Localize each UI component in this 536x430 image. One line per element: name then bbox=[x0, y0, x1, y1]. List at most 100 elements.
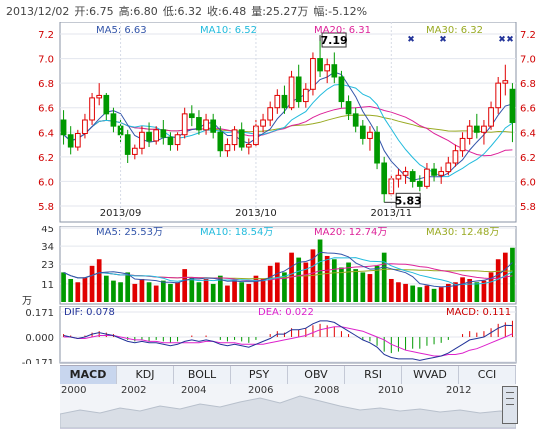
candle-down bbox=[60, 119, 67, 136]
candle-down bbox=[210, 119, 217, 133]
candle-up bbox=[466, 125, 473, 139]
event-flag-icon: ✖ bbox=[498, 35, 506, 45]
volume-bar-down bbox=[146, 282, 152, 302]
price-tick-right: 5.8 bbox=[520, 202, 536, 213]
timeline-navigator[interactable] bbox=[60, 384, 516, 429]
low-marker-label: 5.83 bbox=[395, 194, 422, 207]
volume-bar-down bbox=[331, 259, 337, 302]
price-panel[interactable]: 7.2 7.2 7.0 7.0 6.8 6.8 6.6 6.6 6.4 6.4 6.2 6.2 6.0 6… bbox=[0, 22, 536, 224]
volume-bar-down bbox=[189, 277, 195, 302]
macd-legend-macd: MACD: 0.111 bbox=[446, 307, 511, 318]
dif-line bbox=[63, 320, 513, 361]
candle-down bbox=[431, 168, 437, 176]
price-tick-right: 6.0 bbox=[520, 177, 536, 188]
volume-legend-ma10: MA10: 18.54万 bbox=[200, 227, 273, 238]
month-label: 2013/09 bbox=[100, 208, 142, 219]
volume-bar-up bbox=[253, 275, 259, 302]
price-legend-ma30: MA30: 6.32 bbox=[426, 25, 483, 36]
tab-macd[interactable]: MACD bbox=[60, 366, 117, 384]
volume-bar-down bbox=[417, 287, 423, 302]
volume-panel[interactable]: 45 34 23 11 万 MA5: 25.53万 MA10: 18.54万 MA20: 12… bbox=[0, 226, 536, 306]
volume-bar-down bbox=[474, 282, 480, 302]
candle-down bbox=[409, 171, 416, 182]
tab-boll[interactable]: BOLL bbox=[174, 366, 231, 384]
macd-panel[interactable]: 0.171 0.000 -0.171 DIF: 0.078 DEA: 0.022 MACD… bbox=[0, 306, 536, 364]
candle-up bbox=[459, 137, 466, 152]
price-legend-ma10: MA10: 6.52 bbox=[200, 25, 257, 36]
candle-down bbox=[317, 58, 323, 72]
volume-bar-up bbox=[225, 285, 230, 302]
range-drag-handle[interactable] bbox=[502, 386, 518, 424]
volume-legend-ma20: MA20: 12.74万 bbox=[314, 227, 387, 238]
volume-bar-down bbox=[168, 283, 173, 302]
candle-up bbox=[131, 147, 138, 155]
price-legend-ma20: MA20: 6.31 bbox=[314, 25, 371, 36]
candle-up bbox=[438, 171, 445, 176]
volume-bar-up bbox=[175, 282, 180, 302]
vol-ma5-line bbox=[63, 251, 513, 288]
tab-cci[interactable]: CCI bbox=[459, 366, 516, 384]
candle-up bbox=[89, 97, 95, 121]
tab-psy[interactable]: PSY bbox=[231, 366, 288, 384]
macd-legend-dea: DEA: 0.022 bbox=[258, 307, 314, 318]
candle-up bbox=[452, 150, 459, 164]
volume-bar-up bbox=[232, 280, 237, 302]
year-label: 2010 bbox=[378, 385, 404, 396]
quote-volume: 量:25.27万 bbox=[251, 5, 309, 18]
candle-up bbox=[203, 119, 209, 131]
volume-bar-down bbox=[239, 282, 245, 302]
volume-tick: 23 bbox=[41, 260, 54, 271]
candle-down bbox=[281, 94, 288, 109]
low-marker-box bbox=[395, 192, 421, 208]
volume-bar-up bbox=[274, 262, 280, 302]
indicator-tabs: MACD KDJ BOLL PSY OBV RSI WVAD CCI bbox=[60, 365, 516, 385]
volume-bar-down bbox=[125, 272, 131, 302]
tab-rsi[interactable]: RSI bbox=[345, 366, 402, 384]
candle-up bbox=[445, 162, 452, 173]
candle-up bbox=[174, 134, 181, 146]
price-tick-left: 6.4 bbox=[38, 128, 54, 139]
event-flag-icon: ✖ bbox=[506, 35, 514, 45]
candle-down bbox=[103, 94, 110, 115]
volume-bar-up bbox=[488, 272, 494, 302]
vol-ma10-line bbox=[63, 257, 513, 286]
candle-up bbox=[502, 80, 509, 84]
price-tick-left: 6.6 bbox=[38, 104, 54, 115]
tab-kdj[interactable]: KDJ bbox=[117, 366, 174, 384]
candle-down bbox=[167, 136, 174, 146]
candle-up bbox=[302, 88, 309, 103]
macd-tick: -0.171 bbox=[22, 358, 54, 364]
volume-bar-up bbox=[139, 278, 145, 302]
volume-legend-ma5: MA5: 25.53万 bbox=[96, 227, 163, 238]
candle-down bbox=[146, 131, 152, 142]
volume-bar-up bbox=[495, 259, 501, 302]
volume-bar-up bbox=[89, 265, 95, 302]
candle-down bbox=[473, 125, 480, 133]
macd-plot-frame bbox=[59, 306, 517, 364]
year-label: 2002 bbox=[121, 385, 147, 396]
volume-tick: 45 bbox=[41, 226, 54, 235]
candle-up bbox=[224, 144, 231, 152]
tab-wvad[interactable]: WVAD bbox=[402, 366, 459, 384]
macd-tick: 0.000 bbox=[25, 333, 54, 344]
volume-bar-up bbox=[396, 282, 401, 302]
price-tick-left: 5.8 bbox=[38, 202, 54, 213]
candle-up bbox=[153, 129, 160, 142]
candle-down bbox=[331, 64, 338, 78]
candle-down bbox=[416, 180, 423, 187]
quote-header: 2013/12/02 开:6.75 高:6.80 低:6.32 收:6.48 量:25.2… bbox=[6, 3, 372, 19]
volume-bar-down bbox=[374, 265, 380, 302]
volume-bar-down bbox=[410, 285, 416, 302]
candle-down bbox=[345, 101, 352, 115]
tab-obv[interactable]: OBV bbox=[288, 366, 345, 384]
volume-bar-down bbox=[431, 288, 437, 302]
candle-up bbox=[181, 113, 188, 136]
quote-change: 幅:-5.12% bbox=[313, 5, 368, 18]
year-label: 2000 bbox=[61, 385, 87, 396]
quote-date: 2013/12/02 bbox=[6, 5, 70, 18]
candle-up bbox=[324, 64, 331, 72]
price-tick-right: 7.0 bbox=[520, 55, 536, 66]
volume-bar-up bbox=[445, 283, 451, 302]
candle-down bbox=[188, 113, 195, 119]
volume-bar-down bbox=[111, 280, 116, 302]
